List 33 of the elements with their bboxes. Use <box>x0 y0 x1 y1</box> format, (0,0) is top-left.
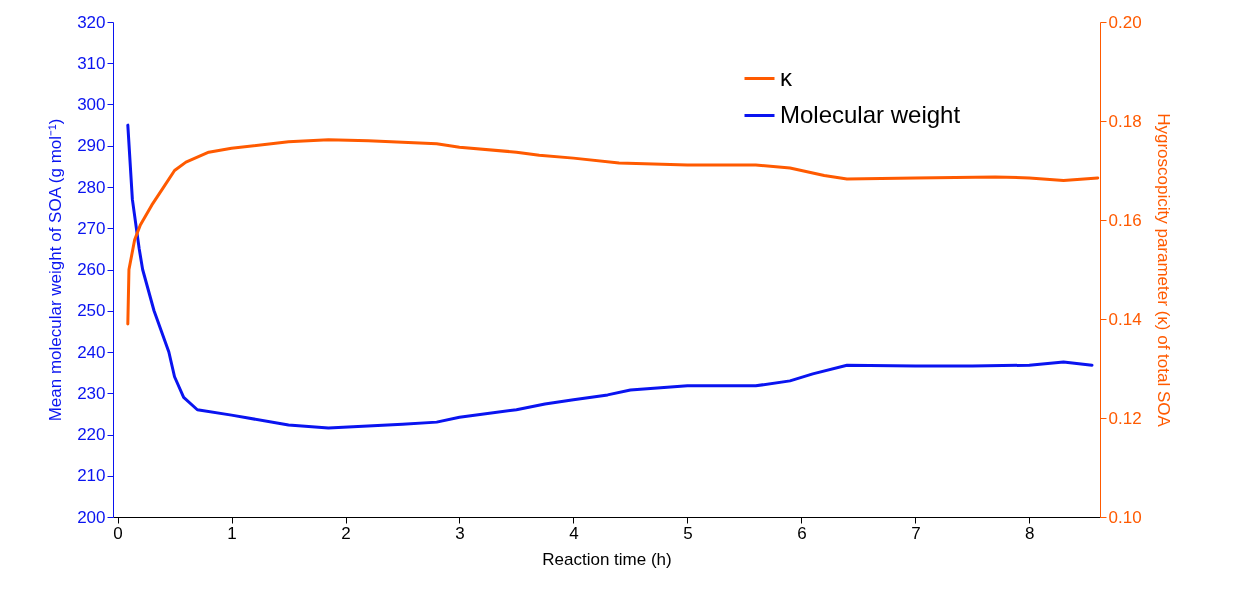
y-tick-label: 240 <box>77 342 106 362</box>
y-tick-label: 220 <box>77 425 106 444</box>
x-tick-label: 1 <box>227 523 237 543</box>
x-tick-label: 7 <box>911 523 921 543</box>
y2-tick-label: 0.12 <box>1108 408 1142 428</box>
y-tick-label: 320 <box>77 12 106 32</box>
y2-tick-label: 0.10 <box>1108 507 1142 527</box>
y-tick-label: 300 <box>77 95 106 114</box>
y2-tick-label: 0.20 <box>1108 12 1142 32</box>
x-axis-title: Reaction time (h) <box>542 549 672 569</box>
y-tick-label: 260 <box>77 260 106 279</box>
x-tick-label: 2 <box>341 523 351 543</box>
y-tick-label: 290 <box>77 136 106 156</box>
y-tick-label: 230 <box>77 383 106 403</box>
x-tick-label: 8 <box>1025 523 1035 543</box>
y-tick-label: 270 <box>77 218 106 238</box>
legend-label: κ <box>780 63 793 91</box>
y-tick-label: 280 <box>77 177 106 197</box>
x-tick-label: 6 <box>797 523 807 543</box>
x-tick-label: 4 <box>569 523 579 543</box>
y2-tick-label: 0.14 <box>1108 309 1142 329</box>
y2-tick-label: 0.16 <box>1108 210 1142 230</box>
y-axis-title: Mean molecular weight of SOA (g mol⁻¹) <box>46 118 66 422</box>
x-tick-label: 3 <box>455 523 465 543</box>
x-tick-label: 5 <box>683 523 693 543</box>
legend-label: Molecular weight <box>780 100 961 128</box>
y-tick-label: 310 <box>77 53 106 73</box>
y-tick-label: 250 <box>77 301 106 321</box>
y2-tick-label: 0.18 <box>1108 111 1142 131</box>
y-tick-label: 210 <box>77 466 106 486</box>
x-tick-label: 0 <box>113 523 123 543</box>
y2-axis-title: Hygroscopicity parameter (κ) of total SOA <box>1153 113 1173 428</box>
y-tick-label: 200 <box>77 507 106 527</box>
